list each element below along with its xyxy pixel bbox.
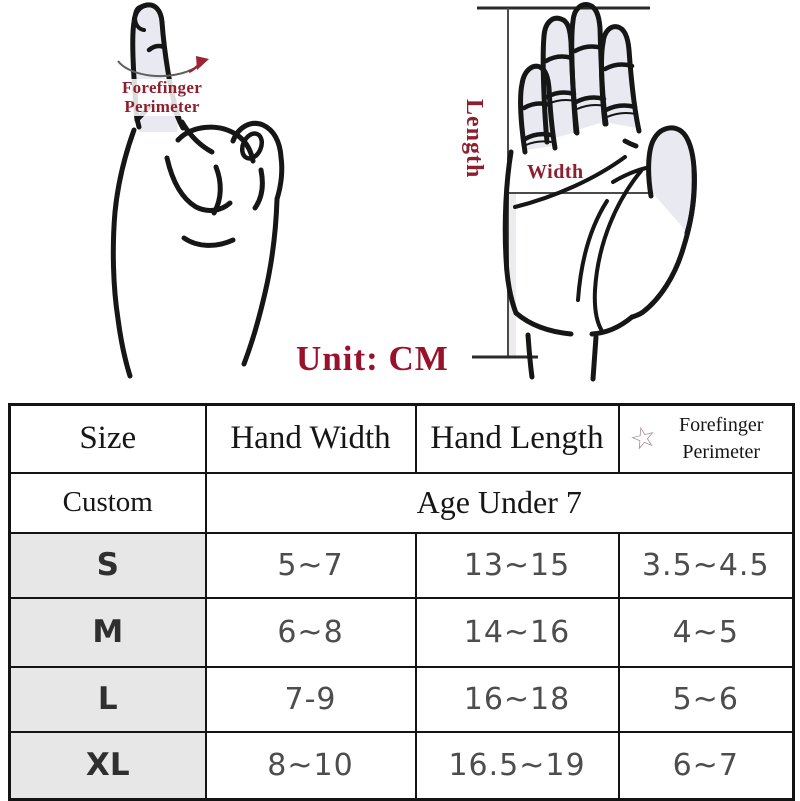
forefinger-perimeter-label: Forefinger Perimeter [84,78,240,117]
size-cell: XL [8,730,207,801]
header-size: Size [8,403,207,474]
hand-length-cell: 16~18 [414,665,620,733]
open-palm-illustration [472,2,697,382]
table-row-l: L 7-9 16~18 5~6 [8,665,795,733]
header-forefinger-text: Forefinger Perimeter [678,413,764,463]
forefinger-perimeter-cell: 6~7 [617,730,795,801]
hand-length-cell: 14~16 [414,596,620,668]
size-table: Size Hand Width Hand Length ☆ Forefinger… [8,403,795,801]
table-row-m: M 6~8 14~16 4~5 [8,596,795,668]
fist-forefinger-illustration [110,2,285,379]
forefinger-perimeter-cell: 4~5 [617,596,795,668]
size-cell: S [8,531,207,599]
measurement-diagram: Forefinger Perimeter Length Width Unit: … [84,2,697,382]
forefinger-perimeter-cell: 3.5~4.5 [617,531,795,599]
hand-width-cell: 6~8 [204,596,417,668]
width-label: Width [527,161,584,183]
table-row-s: S 5~7 13~15 3.5~4.5 [8,531,795,599]
hand-length-cell: 13~15 [414,531,620,599]
header-forefinger-perimeter: ☆ Forefinger Perimeter [617,403,795,474]
hand-width-cell: 7-9 [204,665,417,733]
perimeter-arrow-icon [117,56,209,78]
forefinger-perimeter-cell: 5~6 [617,665,795,733]
header-hand-width: Hand Width [204,403,417,474]
hand-width-cell: 8~10 [204,730,417,801]
unit-label: Unit: CM [296,339,449,378]
custom-value: Age Under 7 [204,471,795,534]
table-row-xl: XL 8~10 16.5~19 6~7 [8,730,795,801]
star-icon: ☆ [625,418,661,459]
custom-row: Custom Age Under 7 [8,471,795,534]
size-cell: M [8,596,207,668]
hand-width-cell: 5~7 [204,531,417,599]
custom-label: Custom [8,471,207,534]
header-hand-length: Hand Length [414,403,620,474]
size-cell: L [8,665,207,733]
table-header-row: Size Hand Width Hand Length ☆ Forefinger… [8,403,795,474]
length-label: Length [461,99,487,179]
hand-length-cell: 16.5~19 [414,730,620,801]
